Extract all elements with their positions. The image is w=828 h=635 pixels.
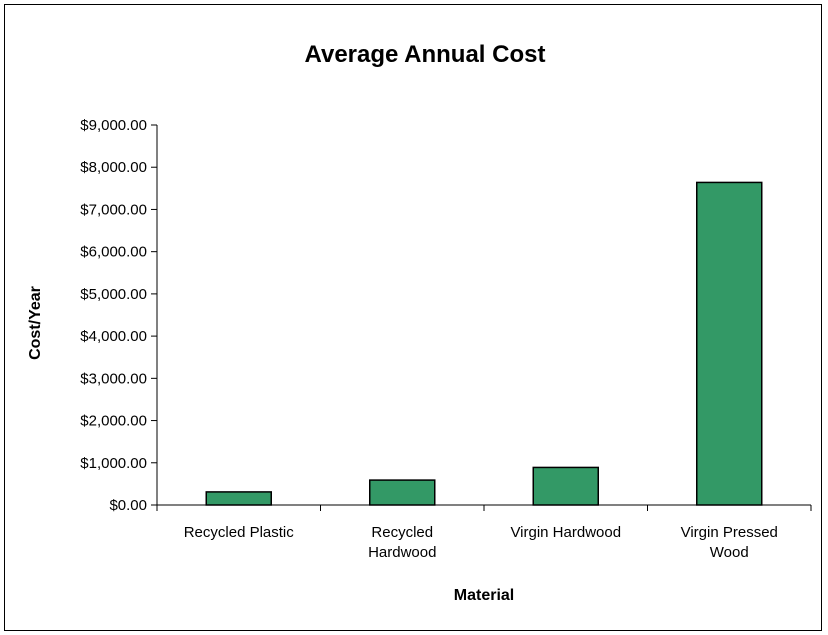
y-tick-label: $1,000.00 xyxy=(80,455,147,472)
y-tick-label: $9,000.00 xyxy=(80,117,147,134)
x-tick-label: Virgin Pressed Wood xyxy=(681,524,778,561)
plot-area: $0.00 $1,000.00 $2,000.00 $3,000.00 $4,000.0… xyxy=(80,117,812,561)
chart-frame xyxy=(4,4,822,631)
x-axis-title: Material xyxy=(454,587,514,604)
y-tick-label: $4,000.00 xyxy=(80,328,147,345)
bar xyxy=(532,466,599,506)
chart-title: Average Annual Cost xyxy=(305,41,546,68)
y-tick-label: $6,000.00 xyxy=(80,244,147,261)
y-tick-label: $8,000.00 xyxy=(80,159,147,176)
x-tick-label: Virgin Hardwood xyxy=(510,524,621,541)
y-tick-label: $7,000.00 xyxy=(80,201,147,218)
y-tick-label: $0.00 xyxy=(109,497,147,514)
bar xyxy=(696,181,763,506)
bar xyxy=(369,479,436,506)
x-tick-label: Recycled Plastic xyxy=(184,524,295,541)
x-tick-label: Recycled Hardwood xyxy=(368,524,436,561)
bar xyxy=(205,491,272,506)
y-tick-label: $2,000.00 xyxy=(80,413,147,430)
y-axis-title: Cost/Year xyxy=(27,286,44,360)
y-tick-label: $3,000.00 xyxy=(80,370,147,387)
y-tick-label: $5,000.00 xyxy=(80,286,147,303)
